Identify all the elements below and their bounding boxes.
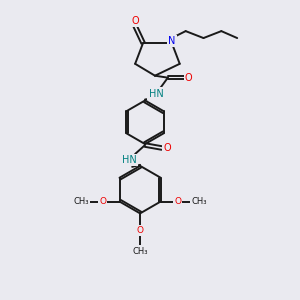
Text: CH₃: CH₃ — [73, 197, 88, 206]
Text: HN: HN — [122, 155, 136, 165]
Text: O: O — [131, 16, 139, 26]
Text: HN: HN — [148, 88, 163, 98]
Text: O: O — [99, 197, 106, 206]
Text: O: O — [174, 197, 181, 206]
Text: CH₃: CH₃ — [132, 247, 148, 256]
Text: N: N — [168, 36, 176, 46]
Text: O: O — [136, 226, 144, 235]
Text: O: O — [185, 73, 193, 83]
Text: CH₃: CH₃ — [192, 197, 207, 206]
Text: O: O — [163, 143, 171, 153]
